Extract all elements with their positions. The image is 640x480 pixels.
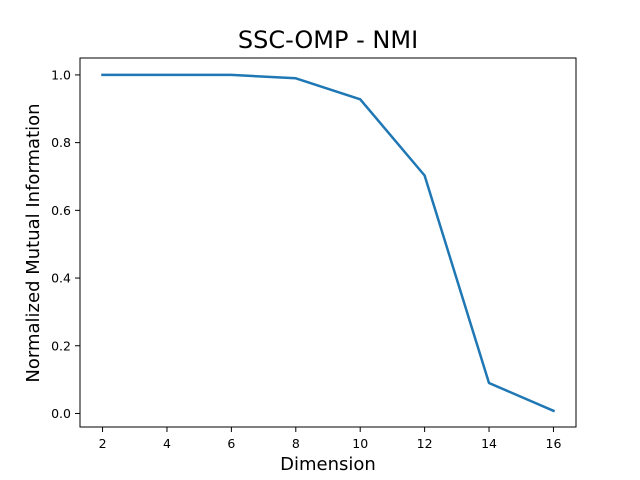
y-tick-label: 1.0 xyxy=(51,67,71,82)
x-axis-label: Dimension xyxy=(280,454,376,475)
x-tick-label: 8 xyxy=(292,436,300,451)
y-tick-label: 0.2 xyxy=(51,338,71,353)
series-layer xyxy=(101,73,556,413)
x-tick-label: 12 xyxy=(417,436,433,451)
y-tick-label: 0.0 xyxy=(51,406,71,421)
chart-title: SSC-OMP - NMI xyxy=(238,26,418,54)
x-tick-label: 14 xyxy=(481,436,497,451)
x-axis-ticks: 2 4 6 8 10 12 14 16 xyxy=(99,427,562,451)
y-tick-label: 0.4 xyxy=(51,271,71,286)
y-axis-label: Normalized Mutual Information xyxy=(23,103,44,382)
x-tick-label: 2 xyxy=(99,436,107,451)
x-tick-label: 16 xyxy=(546,436,562,451)
series-line xyxy=(101,73,556,413)
x-tick-label: 4 xyxy=(163,436,171,451)
y-tick-label: 0.6 xyxy=(51,203,71,218)
x-tick-label: 10 xyxy=(352,436,368,451)
axes-frame xyxy=(79,57,577,428)
plot-area: 2 4 6 8 10 12 14 16 0.0 0.2 0.4 0.6 0.8 1.0 xyxy=(51,57,577,451)
y-tick-label: 0.8 xyxy=(51,135,71,150)
y-axis-ticks: 0.0 0.2 0.4 0.6 0.8 1.0 xyxy=(51,67,80,421)
x-tick-label: 6 xyxy=(227,436,235,451)
